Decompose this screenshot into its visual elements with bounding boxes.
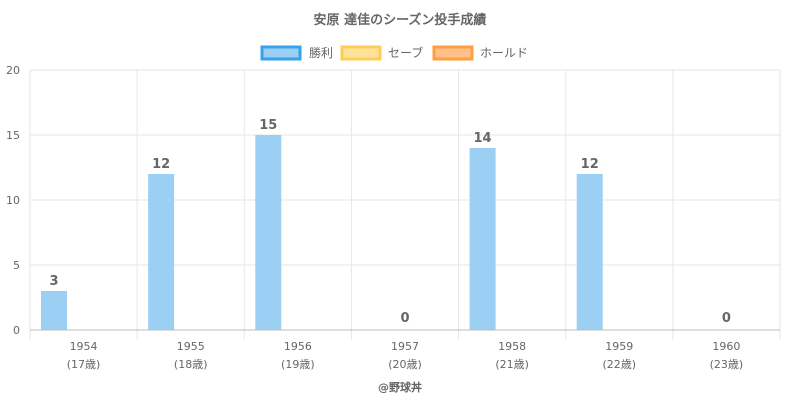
chart-title: 安原 達佳のシーズン投手成績 [314,12,487,28]
bar [41,291,67,330]
data-label: 3 [49,274,58,289]
data-label: 12 [581,157,599,172]
legend-swatch [260,45,302,61]
x-tick-sublabel: (23歳) [710,358,744,371]
legend-label: セーブ [388,45,423,60]
data-label: 14 [474,131,492,146]
y-tick-label: 10 [6,194,20,207]
legend-label: 勝利 [309,45,333,60]
x-tick-sublabel: (19歳) [281,358,315,371]
bar [255,135,282,330]
x-tick-sublabel: (21歳) [495,358,529,371]
data-label: 12 [152,157,170,172]
x-tick-label: 1956 [284,340,312,353]
y-tick-label: 20 [6,64,20,77]
grid [29,69,781,340]
data-label: 0 [400,311,409,326]
legend-swatch [340,45,382,61]
x-tick-label: 1954 [70,340,98,353]
x-tick-sublabel: (18歳) [174,358,208,371]
x-tick-label: 1957 [391,340,419,353]
x-tick-label: 1960 [712,340,740,353]
x-tick-label: 1959 [605,340,633,353]
y-tick-label: 0 [13,324,20,337]
x-tick-sublabel: (20歳) [388,358,422,371]
y-tick-label: 5 [13,259,20,272]
x-tick-sublabel: (17歳) [67,358,101,371]
x-tick-sublabel: (22歳) [602,358,636,371]
legend[interactable]: 勝利 セーブ ホールド [260,45,528,61]
data-label: 0 [722,311,731,326]
x-tick-label: 1955 [177,340,205,353]
y-tick-label: 15 [6,129,20,142]
legend-swatch [432,45,474,61]
legend-label: ホールド [480,46,528,60]
axes: 0 5 10 15 20 1954 (17歳) 1955 (18歳) 1956 (19歳) 1957 (… [6,64,780,371]
x-tick-label: 1958 [498,340,526,353]
credit-label: @野球丼 [378,380,422,394]
bars: 3 12 15 0 14 12 0 [41,118,731,330]
bar [469,148,496,330]
bar [148,174,175,330]
bar [576,174,603,330]
data-label: 15 [259,118,277,133]
